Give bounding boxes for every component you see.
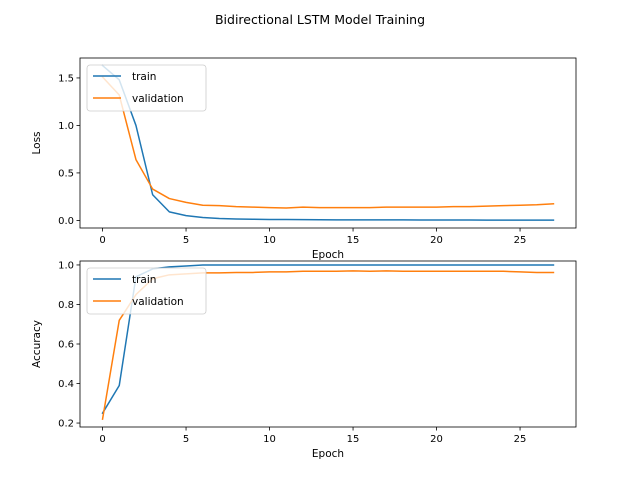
accuracy-y-tick-label: 0.2 [58,419,74,430]
loss-x-axis-label: Epoch [312,249,344,261]
loss-x-tick-label: 25 [514,235,527,246]
loss-y-tick-label: 0.0 [58,216,74,227]
accuracy-legend: train validation [86,267,207,315]
loss-y-axis-label: Loss [31,131,43,154]
loss-x-tick-label: 10 [263,235,276,246]
accuracy-x-axis-label: Epoch [312,448,344,460]
loss-y-tick-label: 1.0 [58,121,74,132]
accuracy-x-tick-label: 15 [347,434,360,445]
accuracy-legend-validation-label: validation [132,296,184,308]
loss-x-tick-label: 5 [183,235,189,246]
loss-legend-train-label: train [132,71,156,83]
loss-x-tick-label: 20 [430,235,443,246]
loss-train-line [101,64,555,221]
accuracy-legend-train-label: train [132,274,156,286]
loss-legend-validation-label: validation [132,93,184,105]
accuracy-x-tick-label: 25 [514,434,527,445]
loss-y-tick-label: 1.5 [58,73,74,84]
loss-y-tick-label: 0.5 [58,168,74,179]
accuracy-y-tick-label: 0.4 [58,379,74,390]
accuracy-plot: 0 5 10 15 20 25 0.2 0.4 0.6 0.8 1.0 Epoch Accuracy tr… [31,260,577,460]
accuracy-x-tick-label: 0 [99,434,105,445]
loss-plot: 0 5 10 15 20 25 0.0 0.5 1.0 1.5 Epoch Loss train vali… [31,57,577,261]
loss-x-tick-label: 15 [347,235,360,246]
accuracy-x-tick-label: 5 [183,434,189,445]
loss-axes-frame [79,57,577,229]
loss-x-tick-label: 0 [99,235,105,246]
accuracy-train-line [101,264,555,415]
accuracy-y-tick-label: 1.0 [58,260,74,271]
accuracy-y-tick-label: 0.8 [58,300,74,311]
accuracy-y-axis-label: Accuracy [31,320,43,368]
accuracy-x-tick-label: 20 [430,434,443,445]
accuracy-y-tick-label: 0.6 [58,340,74,351]
loss-legend: train validation [86,64,207,112]
accuracy-x-tick-label: 10 [263,434,276,445]
figure-title: Bidirectional LSTM Model Training [215,12,425,27]
loss-validation-line [101,75,555,209]
